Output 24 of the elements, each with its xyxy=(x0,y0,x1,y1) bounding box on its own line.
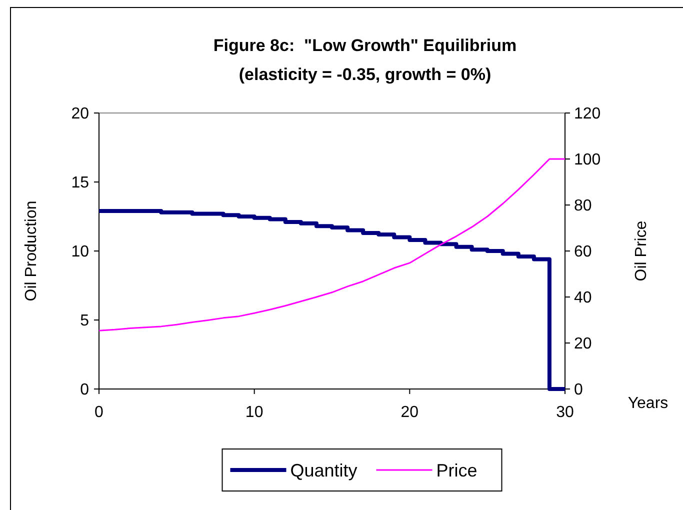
x-tick-label: 0 xyxy=(94,404,104,421)
chart-subtitle: (elasticity = -0.35, growth = 0%) xyxy=(238,65,492,84)
y2-axis-title: Oil Price xyxy=(633,220,650,282)
x-tick-label: 10 xyxy=(245,404,264,421)
y2-tick-label: 100 xyxy=(574,152,601,169)
x-tick-label: 30 xyxy=(556,404,574,421)
y-tick-label: 0 xyxy=(80,382,90,399)
y-tick-label: 15 xyxy=(71,174,90,192)
y-axis-title: Oil Production xyxy=(23,200,40,302)
y2-tick-label: 80 xyxy=(574,198,592,215)
y2-tick-label: 0 xyxy=(574,382,583,399)
line-series xyxy=(98,158,566,332)
legend-label: Price xyxy=(436,460,478,480)
y-tick-label: 20 xyxy=(71,106,90,123)
x-tick-label: 20 xyxy=(400,404,419,421)
y-tick-label: 5 xyxy=(80,312,90,330)
y2-tick-label: 40 xyxy=(574,290,592,307)
x-axis-title: Years xyxy=(628,395,668,412)
y2-tick-label: 60 xyxy=(574,244,592,261)
y-tick-label: 10 xyxy=(71,244,90,261)
y2-tick-label: 120 xyxy=(574,106,601,123)
chart-title: Figure 8c: "Low Growth" Equilibrium xyxy=(213,36,517,55)
y2-tick-label: 20 xyxy=(574,336,592,353)
legend-label: Quantity xyxy=(290,460,358,480)
